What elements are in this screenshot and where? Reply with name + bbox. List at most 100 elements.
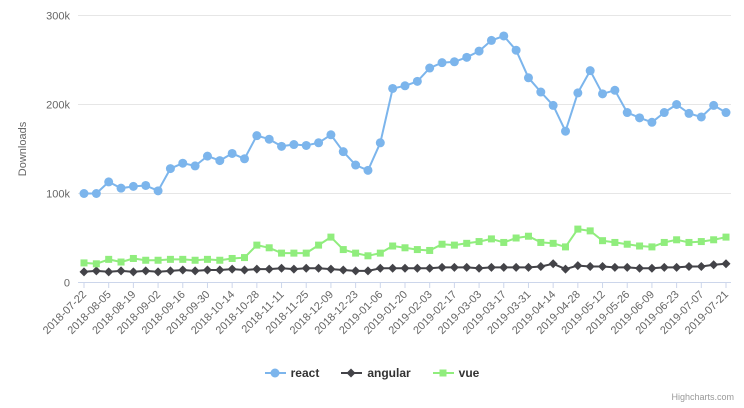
- angular-point-2018-12-23[interactable]: [351, 266, 361, 276]
- angular-point-2019-02-17[interactable]: [449, 262, 459, 272]
- angular-point-2018-08-05[interactable]: [104, 267, 114, 277]
- vue-point-2019-02-24[interactable]: [463, 239, 471, 247]
- react-point-2019-04-28[interactable]: [573, 88, 583, 98]
- angular-point-2019-06-02[interactable]: [635, 263, 645, 273]
- vue-point-2019-06-02[interactable]: [636, 242, 644, 250]
- angular-point-2018-10-14[interactable]: [227, 264, 237, 274]
- vue-point-2018-12-23[interactable]: [352, 249, 360, 257]
- vue-point-2018-12-09[interactable]: [327, 233, 335, 241]
- angular-point-2019-02-24[interactable]: [462, 262, 472, 272]
- vue-point-2018-10-28[interactable]: [253, 241, 261, 249]
- angular-point-2018-12-09[interactable]: [326, 264, 336, 274]
- angular-point-2019-04-07[interactable]: [536, 261, 546, 271]
- vue-point-2019-05-05[interactable]: [586, 227, 594, 235]
- angular-point-2019-06-09[interactable]: [647, 263, 657, 273]
- vue-point-2019-06-30[interactable]: [685, 238, 693, 246]
- legend-item-react[interactable]: react: [264, 366, 319, 380]
- react-point-2018-11-25[interactable]: [301, 140, 311, 150]
- vue-point-2019-01-13[interactable]: [389, 242, 397, 250]
- angular-point-2019-04-14[interactable]: [548, 259, 558, 269]
- vue-point-2019-01-06[interactable]: [376, 249, 384, 257]
- vue-point-2019-05-19[interactable]: [611, 238, 619, 246]
- angular-point-2018-08-26[interactable]: [141, 266, 151, 276]
- react-point-2018-11-18[interactable]: [289, 140, 299, 150]
- react-point-2018-10-28[interactable]: [252, 131, 262, 141]
- angular-point-2018-12-30[interactable]: [363, 266, 373, 276]
- angular-point-2019-01-06[interactable]: [375, 263, 385, 273]
- react-point-2018-11-04[interactable]: [264, 134, 274, 144]
- react-point-2018-08-19[interactable]: [128, 181, 138, 191]
- angular-point-2019-04-28[interactable]: [573, 261, 583, 271]
- react-point-2018-10-14[interactable]: [227, 148, 237, 158]
- angular-point-2019-01-20[interactable]: [400, 263, 410, 273]
- react-point-2018-11-11[interactable]: [277, 141, 287, 151]
- react-point-2019-02-10[interactable]: [437, 58, 447, 68]
- react-point-2019-03-10[interactable]: [486, 35, 496, 45]
- vue-point-2019-01-20[interactable]: [401, 244, 409, 252]
- react-point-2019-07-07[interactable]: [696, 112, 706, 122]
- vue-point-2019-02-17[interactable]: [450, 241, 458, 249]
- react-point-2019-02-24[interactable]: [462, 52, 472, 62]
- react-point-2019-01-20[interactable]: [400, 81, 410, 91]
- angular-point-2019-06-23[interactable]: [672, 262, 682, 272]
- vue-point-2019-03-10[interactable]: [487, 235, 495, 243]
- vue-point-2018-10-21[interactable]: [241, 254, 248, 262]
- react-point-2019-03-24[interactable]: [511, 45, 521, 55]
- react-point-2019-05-26[interactable]: [622, 108, 632, 118]
- vue-point-2019-04-21[interactable]: [562, 243, 569, 251]
- vue-point-2019-06-16[interactable]: [660, 238, 668, 246]
- react-point-2019-07-14[interactable]: [709, 100, 719, 110]
- react-point-2018-07-22[interactable]: [79, 189, 89, 198]
- angular-point-2019-05-19[interactable]: [610, 262, 620, 272]
- angular-point-2018-09-30[interactable]: [202, 265, 212, 275]
- vue-point-2018-10-14[interactable]: [228, 254, 236, 262]
- vue-point-2018-08-12[interactable]: [117, 258, 125, 266]
- vue-point-2018-09-30[interactable]: [203, 255, 211, 263]
- vue-point-2018-09-16[interactable]: [179, 255, 187, 263]
- angular-point-2018-08-19[interactable]: [128, 267, 138, 277]
- angular-point-2018-10-28[interactable]: [252, 264, 262, 274]
- highcharts-credits-link[interactable]: Highcharts.com: [671, 392, 734, 402]
- vue-point-2019-01-27[interactable]: [413, 246, 421, 254]
- react-point-2019-03-17[interactable]: [499, 31, 509, 41]
- vue-point-2018-07-22[interactable]: [80, 259, 88, 267]
- react-point-2018-09-09[interactable]: [165, 164, 175, 174]
- vue-point-2018-08-19[interactable]: [129, 254, 137, 262]
- angular-point-2018-12-02[interactable]: [314, 263, 324, 273]
- angular-point-2018-11-18[interactable]: [289, 264, 299, 274]
- vue-point-2019-02-10[interactable]: [438, 240, 446, 248]
- angular-point-2019-05-12[interactable]: [598, 261, 608, 271]
- react-point-2018-12-09[interactable]: [326, 130, 336, 140]
- vue-point-2018-07-29[interactable]: [92, 260, 100, 268]
- angular-point-2019-03-03[interactable]: [474, 263, 484, 273]
- react-point-2019-06-09[interactable]: [647, 117, 657, 127]
- angular-point-2018-12-16[interactable]: [338, 265, 348, 275]
- angular-point-2019-03-24[interactable]: [511, 262, 521, 272]
- react-point-2019-01-13[interactable]: [388, 83, 398, 93]
- vue-point-2019-03-03[interactable]: [475, 238, 483, 246]
- react-point-2019-03-31[interactable]: [523, 73, 533, 83]
- react-point-2019-07-21[interactable]: [721, 108, 731, 118]
- vue-point-2018-09-23[interactable]: [191, 256, 199, 264]
- angular-point-2019-05-26[interactable]: [622, 262, 632, 272]
- angular-point-2019-01-13[interactable]: [388, 263, 398, 273]
- react-point-2018-09-30[interactable]: [202, 151, 212, 161]
- angular-point-2018-11-25[interactable]: [301, 263, 311, 273]
- angular-point-2019-03-17[interactable]: [499, 262, 509, 272]
- angular-point-2018-08-12[interactable]: [116, 266, 126, 276]
- vue-point-2019-04-28[interactable]: [574, 225, 582, 233]
- vue-point-2018-12-02[interactable]: [315, 241, 323, 249]
- angular-point-2019-03-10[interactable]: [486, 262, 496, 272]
- react-point-2018-08-12[interactable]: [116, 183, 126, 193]
- react-point-2019-05-12[interactable]: [598, 89, 608, 99]
- react-point-2019-04-14[interactable]: [548, 100, 558, 110]
- react-point-2019-03-03[interactable]: [474, 46, 484, 56]
- react-point-2018-10-07[interactable]: [215, 156, 225, 166]
- vue-point-2018-09-02[interactable]: [154, 256, 162, 264]
- angular-point-2019-06-16[interactable]: [659, 262, 669, 272]
- angular-point-2019-02-10[interactable]: [437, 262, 447, 272]
- react-point-2018-10-21[interactable]: [240, 154, 249, 164]
- react-point-2019-01-27[interactable]: [412, 76, 422, 86]
- react-point-2018-12-02[interactable]: [314, 138, 324, 148]
- angular-point-2018-11-11[interactable]: [277, 263, 287, 273]
